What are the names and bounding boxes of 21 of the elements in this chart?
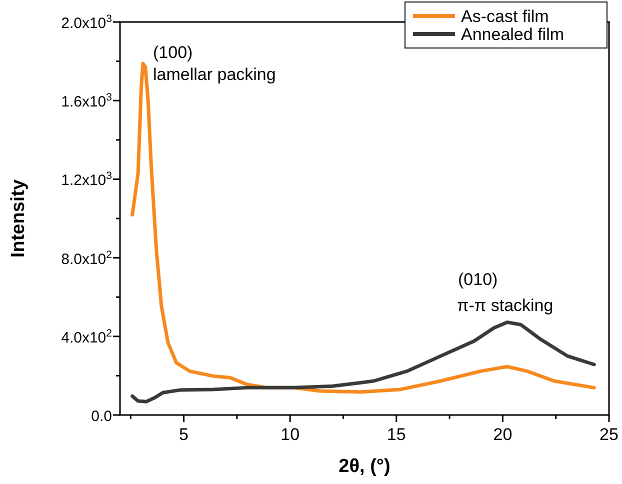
x-tick-label: 20 — [493, 425, 512, 444]
x-tick-label: 15 — [386, 425, 406, 444]
x-tick-label: 5 — [179, 425, 189, 444]
y-axis-title: Intensity — [8, 179, 29, 258]
line-series — [130, 320, 596, 404]
y-tick-label: 4.0x10$^{2}$ — [61, 327, 112, 346]
line-series — [130, 62, 596, 394]
y-tick-label: 8.0x10$^{2}$ — [61, 248, 112, 268]
y-tick-label: 1.2x10$^{3}$ — [61, 170, 112, 190]
legend-label: As-cast film — [461, 7, 549, 26]
y-tick-label: 2.0x10$^{3}$ — [61, 13, 112, 32]
annotation: (100) — [153, 43, 193, 62]
x-axis-title: 2θ, (°) — [338, 456, 390, 477]
annotation: lamellar packing — [153, 65, 276, 84]
annotation: π-π stacking — [457, 296, 554, 315]
annotation: (010) — [458, 270, 498, 289]
x-tick-label: 25 — [600, 425, 618, 444]
y-tick-label: 1.6x10$^{3}$ — [61, 92, 112, 111]
legend-label: Annealed film — [461, 25, 564, 44]
x-tick-label: 10 — [280, 425, 300, 444]
y-tick-label: 0.0 — [91, 408, 112, 425]
